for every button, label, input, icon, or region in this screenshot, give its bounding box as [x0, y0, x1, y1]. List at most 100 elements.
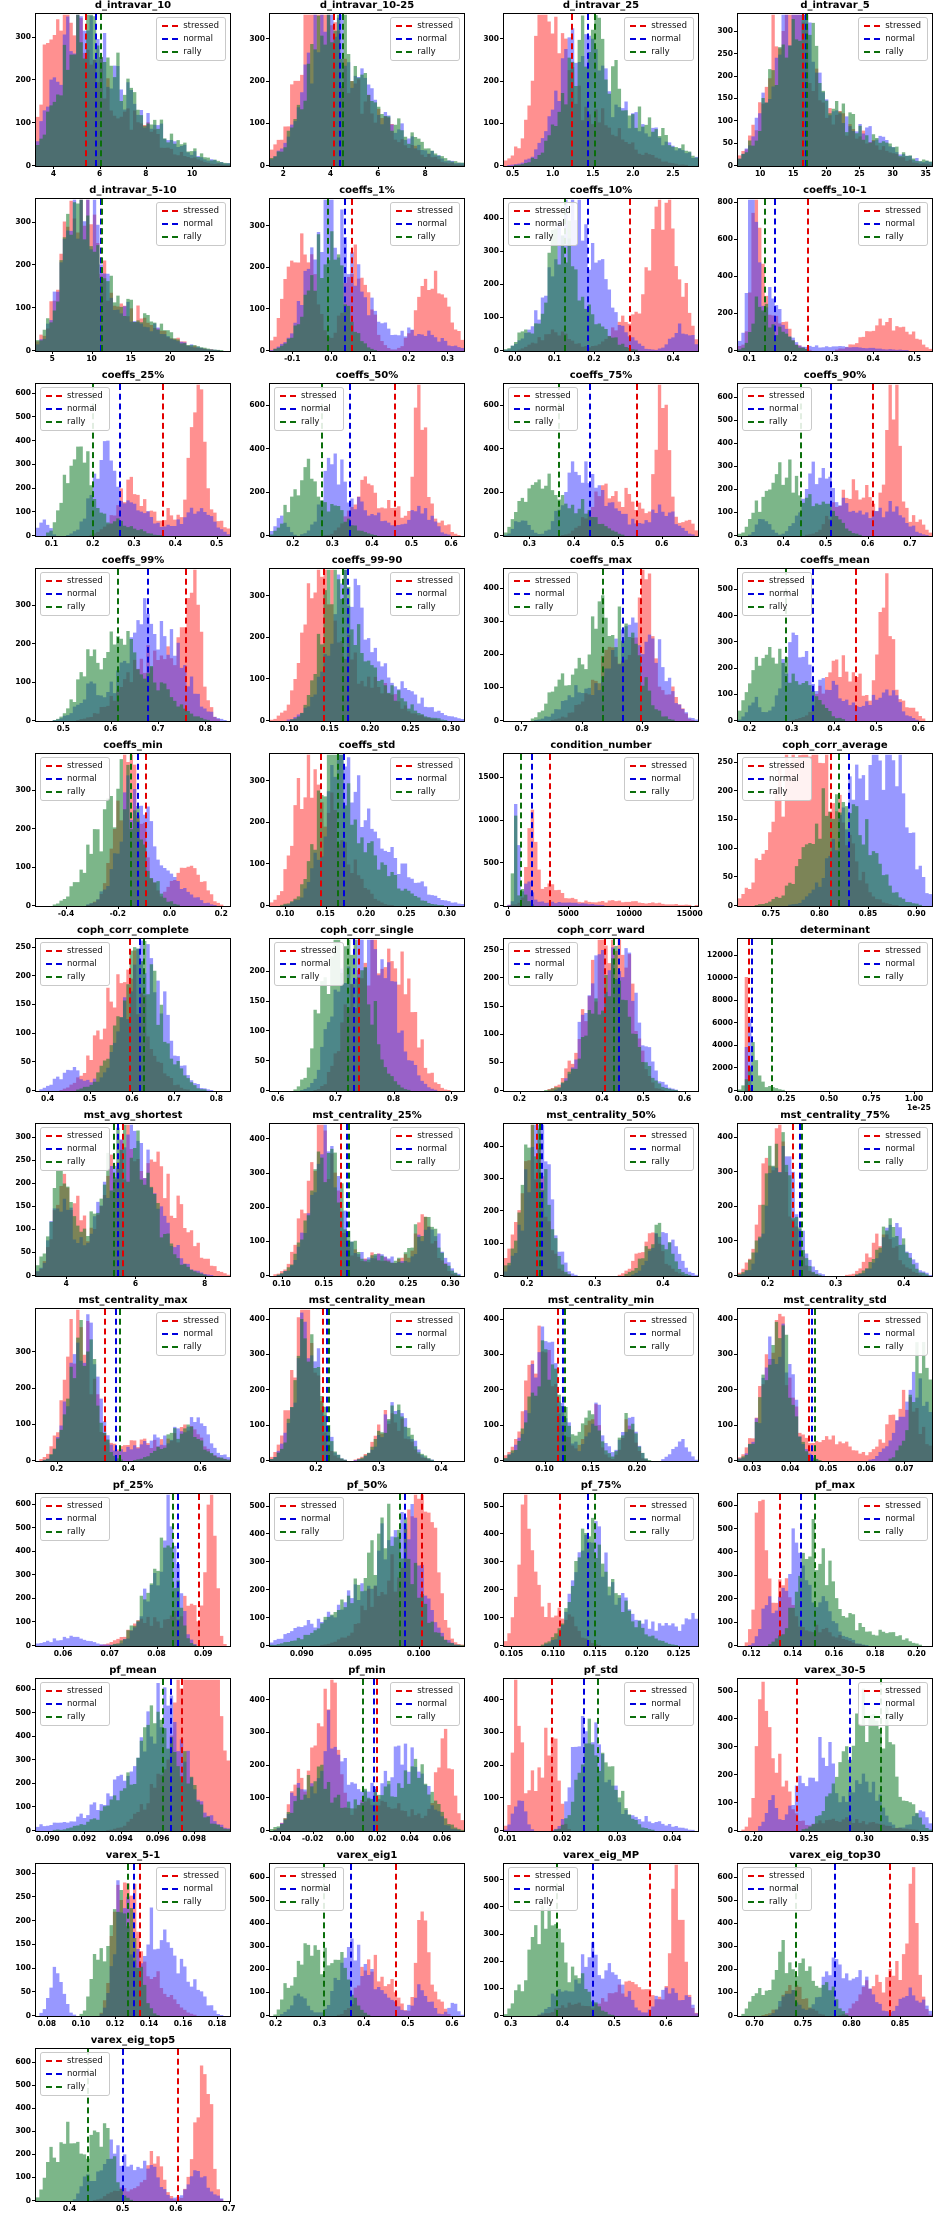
x-tick-label: 0.6	[444, 539, 458, 548]
mean-line-rally	[113, 1124, 116, 1276]
legend: stressed normal rally	[858, 942, 928, 986]
y-tick-label: 200	[15, 1915, 31, 1925]
x-tick-label: 0.6	[677, 1094, 692, 1103]
y-tick-mark	[734, 1945, 737, 1947]
mean-line-stressed	[394, 1864, 397, 2016]
plot-title: varex_30-5	[804, 1665, 866, 1676]
legend-item-rally: rally	[162, 230, 219, 243]
x-tick-mark	[229, 2201, 230, 2204]
y-tick-label: 0	[727, 160, 733, 170]
plot-title: coeffs_50%	[335, 370, 399, 381]
legend-label: normal	[885, 1328, 916, 1339]
legend-label: rally	[651, 786, 670, 797]
y-tick-label: 0	[493, 160, 499, 170]
mean-line-normal	[349, 1864, 352, 2016]
legend-dash-icon	[630, 1160, 647, 1163]
y-tick-label: 0	[259, 2010, 265, 2020]
mean-line-normal	[587, 14, 590, 166]
y-tick-label: 0	[727, 1085, 733, 1095]
x-tick-mark	[360, 1646, 362, 1649]
mean-line-normal	[345, 1124, 348, 1276]
x-tick-label: 0.12	[105, 2019, 125, 2028]
legend-dash-icon	[162, 1874, 179, 1877]
x-tick-mark	[92, 536, 94, 539]
legend-item-stressed: stressed	[396, 574, 453, 587]
legend-label: normal	[301, 403, 331, 414]
mean-line-normal	[847, 754, 850, 906]
legend-item-rally: rally	[864, 230, 921, 243]
subplot-mst_centrality_50%: mst_centrality_50% stressed normal rally 0 10…	[470, 1110, 704, 1295]
legend-dash-icon	[46, 1504, 62, 1507]
x-tick-label: 0.30	[437, 909, 457, 918]
legend-dash-icon	[396, 1160, 413, 1163]
legend-label: stressed	[417, 760, 453, 771]
y-tick-mark	[734, 30, 737, 32]
y-tick-mark	[32, 946, 35, 948]
subplot-coeffs_10-1: coeffs_10-1 stressed normal rally 0 200 400 600…	[704, 185, 938, 370]
legend-item-rally: rally	[162, 1895, 219, 1908]
x-tick-label: 0.3	[554, 1094, 568, 1103]
mean-line-normal	[618, 939, 621, 1091]
x-tick-mark	[594, 1646, 596, 1649]
legend-dash-icon	[46, 2059, 62, 2062]
legend-item-stressed: stressed	[630, 1314, 687, 1327]
x-tick-mark	[366, 1276, 367, 1279]
legend-dash-icon	[514, 592, 530, 595]
mean-line-normal	[622, 569, 625, 721]
histogram-layers	[504, 1325, 698, 1461]
y-tick-label: 100	[249, 1236, 265, 1246]
histogram-stressed	[738, 384, 932, 536]
legend-dash-icon	[864, 24, 881, 27]
legend-dash-icon	[630, 1517, 647, 1520]
y-tick-label: 300	[717, 26, 733, 36]
legend-label: stressed	[183, 20, 219, 31]
mean-line-normal	[137, 754, 140, 906]
x-tick-label: 0.10	[535, 1464, 554, 1473]
legend-label: stressed	[417, 1685, 453, 1696]
y-tick-label: 300	[249, 1168, 265, 1178]
x-tick-mark	[573, 536, 575, 539]
y-tick-mark	[266, 1533, 269, 1535]
x-tick-mark	[344, 1831, 346, 1834]
x-tick-label: 0.15	[316, 909, 335, 918]
x-tick-label: 0.125	[666, 1649, 691, 1658]
mean-line-rally	[337, 754, 340, 906]
y-tick-mark	[32, 828, 35, 830]
y-tick-mark	[734, 1424, 737, 1426]
x-tick-label: 0.8	[198, 724, 212, 733]
mean-line-normal	[804, 14, 807, 166]
legend-label: stressed	[651, 1315, 687, 1326]
legend-dash-icon	[396, 1345, 413, 1348]
x-tick-mark	[174, 1091, 176, 1094]
legend-dash-icon	[630, 24, 647, 27]
x-tick-label: 0.25	[799, 1834, 819, 1843]
legend-item-normal: normal	[864, 1512, 921, 1525]
legend-label: normal	[67, 1698, 97, 1709]
x-tick-mark	[529, 536, 531, 539]
mean-line-normal	[829, 384, 832, 536]
y-tick-label: 0	[493, 1455, 499, 1465]
y-tick-mark	[500, 1830, 503, 1831]
mean-line-rally	[771, 939, 774, 1091]
plot-area: stressed normal rally	[269, 753, 465, 907]
plot-area: stressed normal rally	[35, 198, 231, 352]
y-tick-mark	[32, 463, 35, 465]
y-tick-mark	[32, 1460, 35, 1461]
plot-area: stressed normal rally	[35, 1493, 231, 1647]
y-tick-label: 200	[717, 1201, 733, 1211]
legend-dash-icon	[396, 579, 413, 582]
x-tick-label: 25	[854, 169, 865, 178]
mean-line-stressed	[104, 1309, 107, 1461]
x-tick-mark	[130, 351, 132, 354]
y-tick-mark	[734, 1240, 737, 1242]
mean-line-rally	[806, 14, 809, 166]
x-tick-mark	[568, 906, 570, 909]
legend-item-normal: normal	[630, 1697, 687, 1710]
y-tick-mark	[734, 1044, 737, 1046]
y-tick-mark	[266, 1460, 269, 1461]
y-tick-mark	[266, 1731, 269, 1733]
subplot-coeffs_10%: coeffs_10% stressed normal rally 0 100 200 300 4…	[470, 185, 704, 370]
mean-line-rally	[321, 384, 324, 536]
mean-line-normal	[325, 1309, 328, 1461]
legend: stressed normal rally	[624, 17, 694, 61]
